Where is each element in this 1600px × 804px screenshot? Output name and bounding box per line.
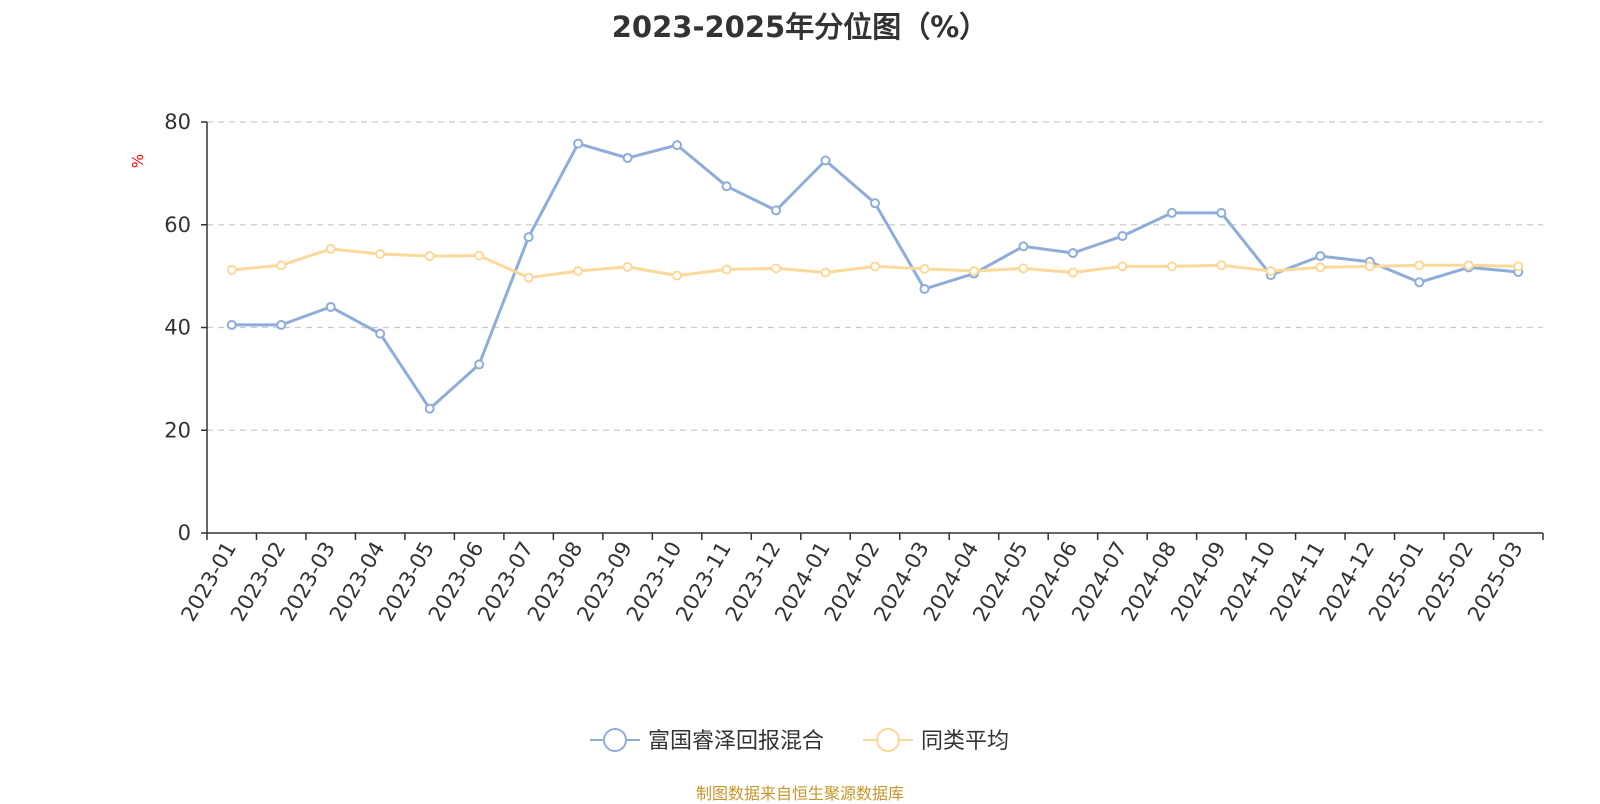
data-point[interactable] [820, 267, 831, 278]
data-point[interactable] [1216, 260, 1227, 271]
data-point[interactable] [523, 272, 534, 283]
data-point[interactable] [1364, 261, 1375, 272]
y-tick-label: 60 [164, 213, 191, 237]
data-point[interactable] [870, 261, 880, 272]
data-point[interactable] [1414, 260, 1425, 271]
legend-marker-icon [603, 728, 627, 752]
data-point[interactable] [672, 270, 683, 281]
legend-item-1[interactable]: 富国睿泽回报混合 [590, 728, 824, 754]
data-point[interactable] [226, 264, 237, 275]
legend-label: 富国睿泽回报混合 [648, 729, 824, 754]
data-point[interactable] [1166, 261, 1177, 272]
data-point[interactable] [672, 140, 683, 151]
data-point[interactable] [870, 198, 880, 209]
legend-item-2[interactable]: 同类平均 [863, 728, 1009, 754]
data-point[interactable] [375, 328, 386, 339]
data-point[interactable] [1117, 231, 1128, 242]
data-point[interactable] [375, 249, 386, 260]
data-point[interactable] [474, 250, 485, 261]
data-point[interactable] [424, 251, 435, 262]
data-point[interactable] [276, 319, 287, 330]
chart-title: 2023-2025年分位图（%） [611, 10, 989, 44]
data-point[interactable] [1018, 241, 1029, 252]
y-tick-label: 40 [164, 316, 191, 340]
data-point[interactable] [573, 265, 584, 276]
data-point[interactable] [919, 283, 930, 294]
grid-lines [207, 121, 1543, 431]
data-point[interactable] [721, 181, 732, 192]
data-point[interactable] [721, 264, 732, 275]
data-point[interactable] [1414, 277, 1425, 288]
data-point[interactable] [1315, 251, 1326, 262]
data-point[interactable] [1018, 263, 1029, 274]
legend-label: 同类平均 [921, 729, 1009, 754]
data-point[interactable] [968, 265, 979, 276]
series-2 [226, 243, 1524, 283]
data-point[interactable] [919, 263, 930, 274]
data-point[interactable] [424, 403, 435, 414]
data-point[interactable] [1513, 261, 1524, 272]
data-point[interactable] [1067, 267, 1078, 278]
data-point[interactable] [474, 359, 485, 370]
data-point[interactable] [820, 155, 831, 166]
y-tick-label: 0 [178, 521, 191, 545]
series-lines [226, 138, 1524, 414]
data-point[interactable] [1067, 248, 1078, 259]
data-point[interactable] [573, 138, 584, 149]
y-tick-label: 80 [164, 110, 191, 134]
data-point[interactable] [276, 260, 287, 271]
data-point[interactable] [1265, 265, 1276, 276]
y-axis-unit-label: % [129, 154, 147, 168]
y-tick-label: 20 [164, 418, 191, 442]
axes: 020406080%2023-012023-022023-032023-0420… [129, 110, 1544, 625]
data-point[interactable] [771, 263, 782, 274]
legend[interactable]: 富国睿泽回报混合 同类平均 [590, 728, 1009, 754]
data-point[interactable] [325, 243, 336, 254]
data-point[interactable] [523, 232, 534, 243]
data-point[interactable] [771, 205, 782, 216]
legend-marker-icon [876, 728, 900, 752]
data-point[interactable] [1166, 207, 1177, 218]
data-point[interactable] [622, 152, 633, 163]
source-note: 制图数据来自恒生聚源数据库 [695, 784, 904, 803]
series-1 [226, 138, 1524, 414]
data-point[interactable] [226, 319, 237, 330]
data-point[interactable] [1117, 261, 1128, 272]
data-point[interactable] [1315, 262, 1326, 273]
data-point[interactable] [1463, 260, 1474, 271]
data-point[interactable] [325, 301, 336, 312]
data-point[interactable] [622, 261, 633, 272]
series-line [231, 142, 1519, 411]
data-point[interactable] [1216, 207, 1227, 218]
